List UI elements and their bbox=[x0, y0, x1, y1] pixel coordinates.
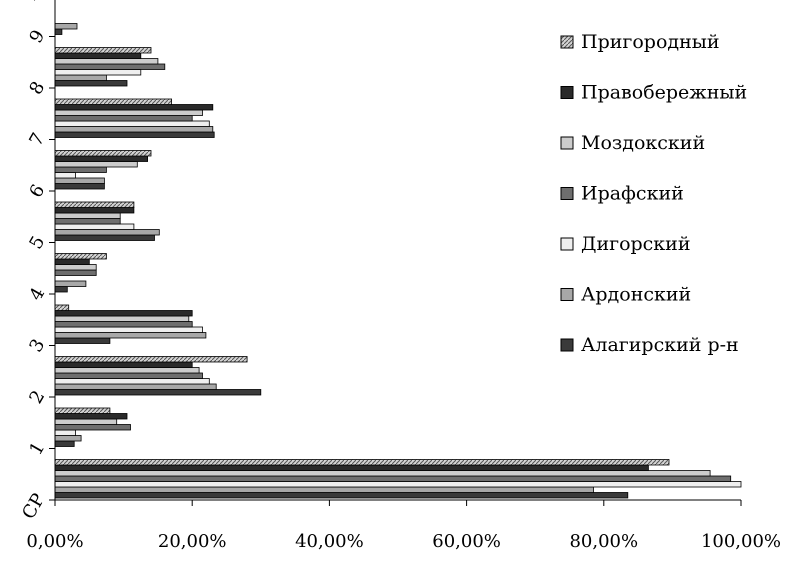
y-tick-label: 1 bbox=[25, 439, 49, 459]
bar-Моздокский-5 bbox=[54, 212, 121, 219]
bar-Алагирский-р-н-СР bbox=[54, 492, 629, 499]
bar-Дигорский-2 bbox=[54, 378, 210, 385]
bar-Алагирский-р-н-2 bbox=[54, 389, 262, 396]
y-tick-label: 7 bbox=[25, 130, 49, 150]
x-tick-label: 80,00% bbox=[569, 531, 638, 552]
bar-Ирафский-1 bbox=[54, 424, 131, 431]
bar-Моздокский-4 bbox=[54, 264, 97, 271]
bar-Ардонский-7 bbox=[54, 126, 214, 133]
bar-Ирафский-7 bbox=[54, 115, 193, 122]
y-tick-label: 3 bbox=[25, 336, 49, 356]
bar-Моздокский-8 bbox=[54, 58, 159, 65]
bar-Моздокский-6 bbox=[54, 161, 138, 168]
y-tick-label: СР bbox=[18, 490, 49, 523]
bar-Дигорский-6 bbox=[54, 172, 77, 179]
bar-Ардонский-6 bbox=[54, 177, 105, 184]
bar-Алагирский-р-н-9 bbox=[54, 28, 63, 35]
bar-Правобережный-СР bbox=[54, 464, 649, 471]
bar-Правобережный-1 bbox=[54, 413, 128, 420]
bar-Ирафский-2 bbox=[54, 372, 203, 379]
bar-Пригородный-3 bbox=[54, 304, 70, 311]
bar-Пригородный-5 bbox=[54, 201, 135, 208]
bar-Алагирский-р-н-6 bbox=[54, 183, 105, 190]
bar-Правобережный-5 bbox=[54, 207, 135, 214]
bar-Алагирский-р-н-4 bbox=[54, 286, 68, 293]
bar-Пригородный-1 bbox=[54, 407, 111, 414]
bar-Ирафский-5 bbox=[54, 218, 121, 225]
bar-Пригородный-6 bbox=[54, 150, 152, 157]
legend-label: Алагирский р-н bbox=[581, 334, 739, 356]
legend: Пригородный Правобережный Моздокский Ирафск… bbox=[560, 31, 747, 356]
legend-swatch bbox=[560, 35, 574, 49]
bar-Ирафский-3 bbox=[54, 321, 193, 328]
plot-area bbox=[54, 23, 742, 499]
bar-Ирафский-4 bbox=[54, 269, 97, 276]
bar-Ардонский-4 bbox=[54, 280, 87, 287]
legend-swatch bbox=[560, 86, 574, 99]
legend-swatch bbox=[560, 237, 574, 251]
y-tick-label: 8 bbox=[25, 78, 49, 98]
bar-Дигорский-1 bbox=[54, 429, 77, 436]
bar-Алагирский-р-н-7 bbox=[54, 131, 215, 138]
bar-Алагирский-р-н-3 bbox=[54, 337, 111, 344]
legend-label: Правобережный bbox=[581, 82, 747, 104]
bar-Ирафский-СР bbox=[54, 475, 732, 482]
bar-Дигорский-7 bbox=[54, 120, 210, 127]
bar-Ардонский-1 bbox=[54, 435, 82, 442]
x-tick-label: 20,00% bbox=[158, 531, 227, 552]
bar-Дигорский-СР bbox=[54, 481, 742, 488]
bar-Алагирский-р-н-5 bbox=[54, 234, 155, 241]
legend-label: Пригородный bbox=[581, 31, 720, 53]
bar-Дигорский-5 bbox=[54, 223, 135, 230]
bar-Правобережный-8 bbox=[54, 52, 142, 59]
bar-Ардонский-8 bbox=[54, 74, 107, 81]
legend-swatch bbox=[560, 288, 574, 301]
x-tick-label: 100,00% bbox=[701, 531, 781, 552]
bar-Ардонский-2 bbox=[54, 383, 217, 390]
bar-Пригородный-2 bbox=[54, 356, 248, 363]
x-tick-label: 60,00% bbox=[432, 531, 501, 552]
y-tick-label: 9 bbox=[25, 27, 49, 47]
legend-swatch bbox=[560, 338, 574, 352]
y-tick-label: 10 bbox=[20, 0, 50, 5]
bar-Ардонский-9 bbox=[54, 23, 78, 30]
legend-label: Ардонский bbox=[581, 284, 691, 306]
y-tick-label: 2 bbox=[25, 387, 49, 407]
bar-Дигорский-8 bbox=[54, 69, 142, 76]
legend-label: Моздокский bbox=[581, 132, 705, 154]
y-tick-label: 5 bbox=[25, 233, 49, 253]
legend-swatch bbox=[560, 136, 574, 150]
bar-Ардонский-СР bbox=[54, 486, 594, 493]
bar-Алагирский-р-н-1 bbox=[54, 440, 75, 447]
bar-Моздокский-3 bbox=[54, 315, 190, 322]
bar-Пригородный-8 bbox=[54, 47, 152, 54]
bar-Пригородный-7 bbox=[54, 98, 172, 105]
bar-Моздокский-СР bbox=[54, 470, 711, 477]
bar-Правобережный-2 bbox=[54, 361, 193, 368]
y-tick-label: 4 bbox=[25, 284, 49, 304]
bar-Моздокский-1 bbox=[54, 418, 118, 425]
x-tick-label: 0,00% bbox=[26, 531, 83, 552]
bar-Моздокский-7 bbox=[54, 109, 203, 116]
x-tick-label: 40,00% bbox=[295, 531, 364, 552]
legend-swatch bbox=[560, 187, 574, 200]
bar-Ардонский-3 bbox=[54, 332, 207, 339]
bar-Алагирский-р-н-8 bbox=[54, 80, 128, 87]
y-tick-label: 6 bbox=[25, 181, 49, 201]
bar-Пригородный-4 bbox=[54, 253, 107, 260]
bar-Ирафский-6 bbox=[54, 166, 107, 173]
legend-label: Ирафский bbox=[581, 183, 684, 205]
bar-Пригородный-СР bbox=[54, 459, 670, 466]
bar-Ардонский-5 bbox=[54, 229, 160, 236]
bar-Правобережный-3 bbox=[54, 310, 193, 317]
bar-Правобережный-6 bbox=[54, 155, 148, 162]
bar-Дигорский-3 bbox=[54, 326, 203, 333]
bar-Правобережный-7 bbox=[54, 104, 214, 111]
bar-Правобережный-4 bbox=[54, 258, 90, 265]
bar-Моздокский-2 bbox=[54, 367, 200, 374]
legend-label: Дигорский bbox=[581, 233, 691, 255]
bar-Ирафский-8 bbox=[54, 63, 166, 70]
